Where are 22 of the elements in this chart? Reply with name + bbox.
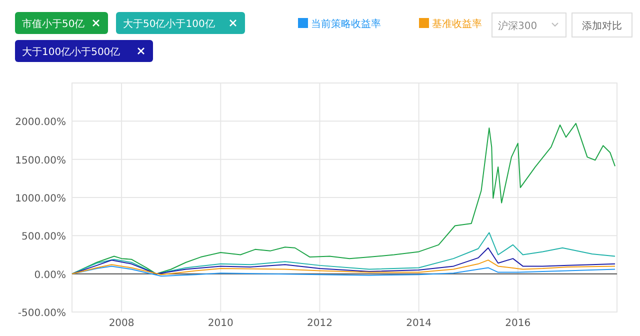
text: 大于100亿小于500亿 [22,46,120,58]
text: 沪深300 [498,20,538,32]
text: 市值小于50亿 [22,18,85,30]
legend-label: 基准收益率 [432,18,482,30]
legend-label: 当前策略收益率 [311,18,381,30]
y-tick-label: -500.00% [18,308,66,319]
y-tick-label: 1500.00% [15,155,66,166]
y-tick-label: 2000.00% [15,117,66,128]
x-tick-label: 2010 [208,318,234,329]
line-series [72,122,616,274]
y-tick-label: 500.00% [22,232,66,243]
y-tick-label: 1000.00% [15,194,66,204]
text: 大于50亿小于100亿 [123,18,215,30]
x-tick-label: 2016 [505,318,531,329]
line-series [72,232,616,274]
line-series [72,260,616,276]
x-tick-label: 2014 [406,318,432,329]
line-series [72,247,616,274]
x-tick-label: 2012 [307,318,332,329]
text: 添加对比 [582,20,622,32]
y-tick-label: 0.00% [34,270,66,281]
x-tick-label: 2008 [108,318,134,329]
